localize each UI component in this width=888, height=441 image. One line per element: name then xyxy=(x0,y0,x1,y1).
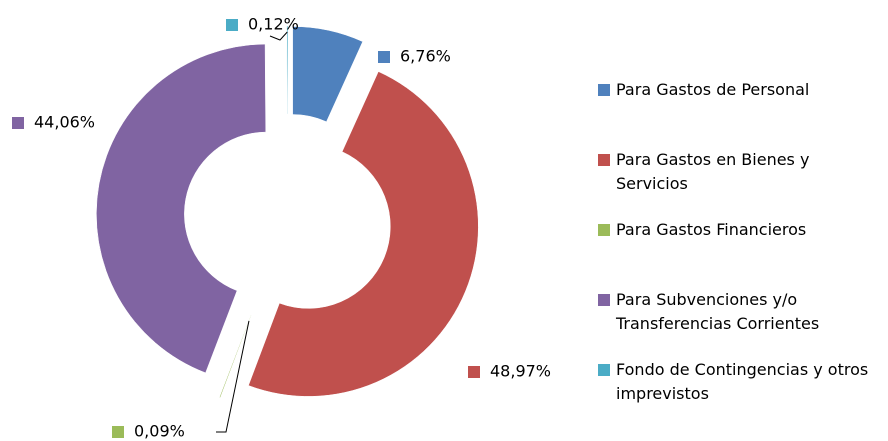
legend-item: Para Gastos de Personal xyxy=(598,78,886,102)
leader-line xyxy=(216,320,250,433)
label-marker xyxy=(112,426,124,438)
data-label: 48,97% xyxy=(490,362,551,381)
label-marker xyxy=(378,51,390,63)
legend-item: Fondo de Contingencias y otros imprevist… xyxy=(598,358,886,406)
donut-slice xyxy=(292,26,364,123)
chart: 6,76% 48,97% 0,09% 44,06% 0,12% xyxy=(12,15,551,441)
legend-item: Para Subvenciones y/o Transferencias Cor… xyxy=(598,288,886,336)
donut-slice xyxy=(96,43,266,374)
legend-swatch xyxy=(598,364,610,376)
data-label: 44,06% xyxy=(34,113,95,132)
legend-label: Para Subvenciones y/o Transferencias Cor… xyxy=(616,290,820,333)
label-marker xyxy=(226,19,238,31)
data-label: 6,76% xyxy=(400,47,451,66)
data-label: 0,12% xyxy=(248,15,299,34)
legend-item: Para Gastos en Bienes y Servicios xyxy=(598,148,886,196)
legend-swatch xyxy=(598,154,610,166)
legend-swatch xyxy=(598,224,610,236)
legend-item: Para Gastos Financieros xyxy=(598,218,886,242)
data-label: 0,09% xyxy=(134,422,185,441)
legend-swatch xyxy=(598,84,610,96)
donut-slice xyxy=(219,314,252,398)
legend-label: Fondo de Contingencias y otros imprevist… xyxy=(616,360,869,403)
legend-label: Para Gastos Financieros xyxy=(616,220,807,239)
label-marker xyxy=(12,117,24,129)
label-marker xyxy=(468,366,480,378)
legend-label: Para Gastos en Bienes y Servicios xyxy=(616,150,810,193)
donut-slice xyxy=(248,71,479,397)
leader-line xyxy=(269,31,288,41)
legend-swatch xyxy=(598,294,610,306)
donut-slice xyxy=(286,25,289,115)
legend-label: Para Gastos de Personal xyxy=(616,80,810,99)
